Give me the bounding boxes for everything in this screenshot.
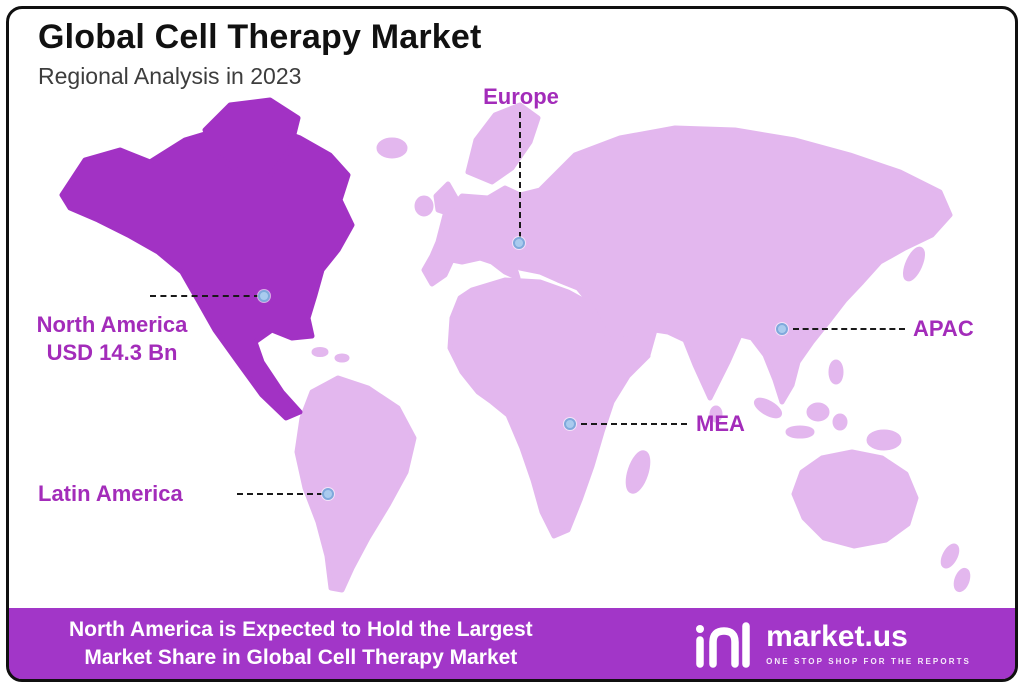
footer-headline: North America is Expected to Hold the La… xyxy=(69,616,533,671)
region-new-zealand-s xyxy=(953,567,971,593)
page-title: Global Cell Therapy Market xyxy=(38,18,482,56)
label-latin-america: Latin America xyxy=(38,481,183,506)
leader-line-north-america xyxy=(150,295,260,297)
region-sulawesi xyxy=(832,413,848,431)
region-sumatra xyxy=(753,397,783,419)
header: Global Cell Therapy Market Regional Anal… xyxy=(38,18,482,90)
label-europe: Europe xyxy=(483,84,559,109)
footer-headline-line1: North America is Expected to Hold the La… xyxy=(69,617,533,641)
continent-north-america-highlight xyxy=(59,122,355,421)
marker-apac xyxy=(776,323,788,335)
region-sri-lanka xyxy=(709,405,723,423)
label-north-america-name: North America xyxy=(36,312,188,337)
region-ireland xyxy=(414,195,434,217)
marker-latin-america xyxy=(322,488,334,500)
brand-tagline: ONE STOP SHOP FOR THE REPORTS xyxy=(766,656,971,666)
brand-name: market.us xyxy=(766,619,908,653)
brand-block: market.us ONE STOP SHOP FOR THE REPORTS xyxy=(693,620,971,668)
leader-line-apac xyxy=(793,328,905,330)
leader-line-latin-america xyxy=(237,493,323,495)
continent-eurasia xyxy=(421,125,953,405)
region-madagascar xyxy=(625,450,651,494)
marketus-logo-icon xyxy=(696,621,750,668)
label-apac: APAC xyxy=(913,316,974,341)
footer-banner: North America is Expected to Hold the La… xyxy=(9,608,1015,679)
label-north-america: North America USD 14.3 Bn xyxy=(8,311,216,366)
page-subtitle: Regional Analysis in 2023 xyxy=(38,63,302,89)
marker-mea xyxy=(564,418,576,430)
region-iceland xyxy=(376,137,408,159)
marker-europe xyxy=(513,237,525,249)
label-mea: MEA xyxy=(696,411,745,436)
leader-line-mea xyxy=(581,423,687,425)
region-japan xyxy=(902,246,926,282)
region-philippines xyxy=(828,359,844,385)
region-new-guinea xyxy=(866,429,902,451)
leader-line-europe xyxy=(519,112,521,238)
marker-north-america xyxy=(258,290,270,302)
region-java xyxy=(785,425,815,439)
continent-africa xyxy=(447,277,651,539)
continent-south-america xyxy=(294,375,417,593)
region-caribbean-2 xyxy=(334,353,350,363)
label-north-america-value: USD 14.3 Bn xyxy=(46,339,178,365)
footer-headline-line2: Market Share in Global Cell Therapy Mark… xyxy=(84,645,518,669)
continent-australia xyxy=(791,449,919,549)
region-greenland-highlight xyxy=(202,97,301,181)
region-uk xyxy=(433,181,459,217)
region-scandinavia xyxy=(465,102,541,185)
brand-words: market.us ONE STOP SHOP FOR THE REPORTS xyxy=(766,619,971,666)
region-caribbean-1 xyxy=(311,347,329,357)
region-new-zealand-n xyxy=(940,543,960,569)
region-borneo xyxy=(806,402,830,422)
